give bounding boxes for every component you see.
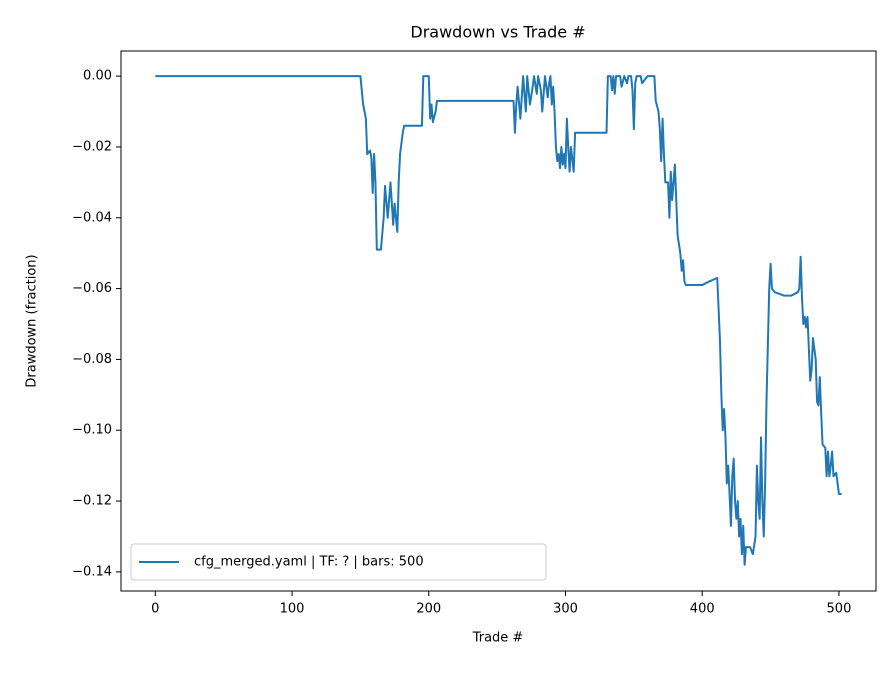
y-tick-label: −0.10 (72, 423, 112, 438)
legend-label: cfg_merged.yaml | TF: ? | bars: 500 (194, 555, 424, 570)
y-tick-label: −0.14 (72, 564, 112, 579)
x-tick-label: 200 (416, 602, 441, 617)
y-tick-label: −0.04 (72, 210, 112, 225)
y-tick-label: −0.06 (72, 281, 112, 296)
line (155, 75, 842, 566)
legend-box (130, 543, 547, 581)
x-axis-label: Trade # (472, 631, 524, 646)
y-axis-label: Drawdown (fraction) (25, 254, 40, 387)
y-tick-label: −0.12 (72, 494, 112, 509)
y-tick-label: −0.08 (72, 352, 112, 367)
y-tick-label: 0.00 (83, 69, 112, 84)
chart-title: Drawdown vs Trade # (410, 23, 585, 42)
x-tick-label: 500 (827, 602, 852, 617)
x-tick-label: 0 (151, 602, 159, 617)
plot-frame (120, 50, 877, 592)
x-tick-label: 300 (553, 602, 578, 617)
x-tick-label: 400 (690, 602, 715, 617)
y-tick-label: −0.02 (72, 139, 112, 154)
x-tick-label: 100 (280, 602, 305, 617)
